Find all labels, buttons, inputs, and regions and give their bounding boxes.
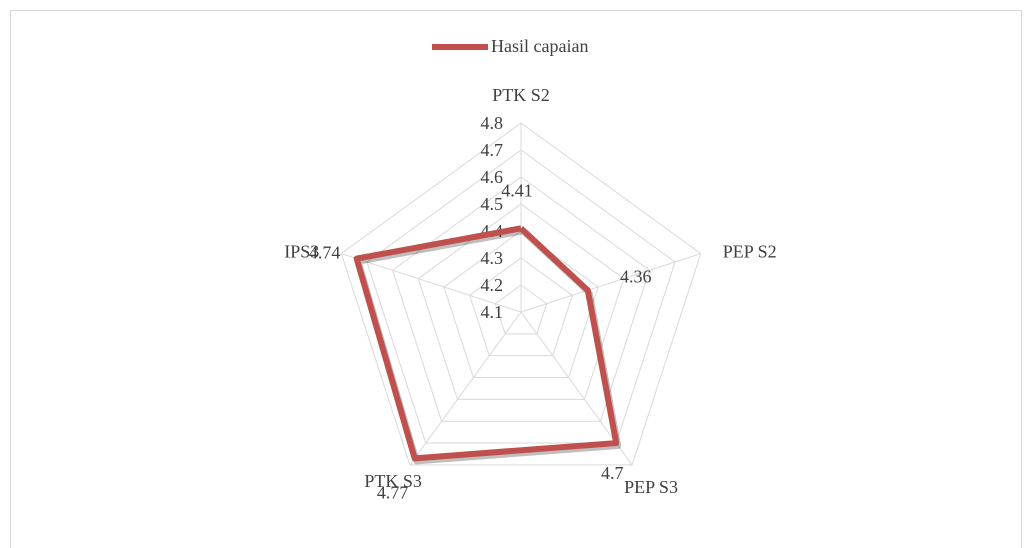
grid-ring <box>494 284 548 335</box>
spoke <box>341 253 522 313</box>
category-label: PEP S2 <box>723 242 777 262</box>
r-tick-label: 4.1 <box>481 302 504 322</box>
data-label: 4.77 <box>377 482 409 502</box>
r-tick-label: 4.5 <box>481 194 504 214</box>
r-tick-label: 4.2 <box>481 275 504 295</box>
grid-ring <box>366 149 676 444</box>
spoke <box>409 311 522 466</box>
grid-ring <box>417 203 625 400</box>
r-tick-label: 4.3 <box>481 248 504 268</box>
r-tick-label: 4.6 <box>481 167 504 187</box>
category-label: IPS3 <box>284 242 319 262</box>
grid-ring <box>443 230 599 379</box>
spoke <box>520 253 701 313</box>
data-label: 4.7 <box>601 463 624 483</box>
data-label: 4.36 <box>620 266 652 286</box>
grid-ring <box>392 176 650 422</box>
legend-label: Hasil capaian <box>491 36 588 56</box>
grid-ring <box>469 257 573 357</box>
series-line <box>353 225 620 462</box>
category-label: PTK S2 <box>492 85 550 105</box>
grid-ring <box>340 122 702 466</box>
data-label: 4.41 <box>501 180 533 200</box>
data-label: 4.74 <box>309 243 341 263</box>
category-label: PEP S3 <box>624 477 678 497</box>
chart-frame <box>10 10 1022 548</box>
r-tick-label: 4.8 <box>481 113 504 133</box>
category-label: PTK S3 <box>364 471 422 491</box>
r-tick-label: 4.7 <box>481 140 504 160</box>
